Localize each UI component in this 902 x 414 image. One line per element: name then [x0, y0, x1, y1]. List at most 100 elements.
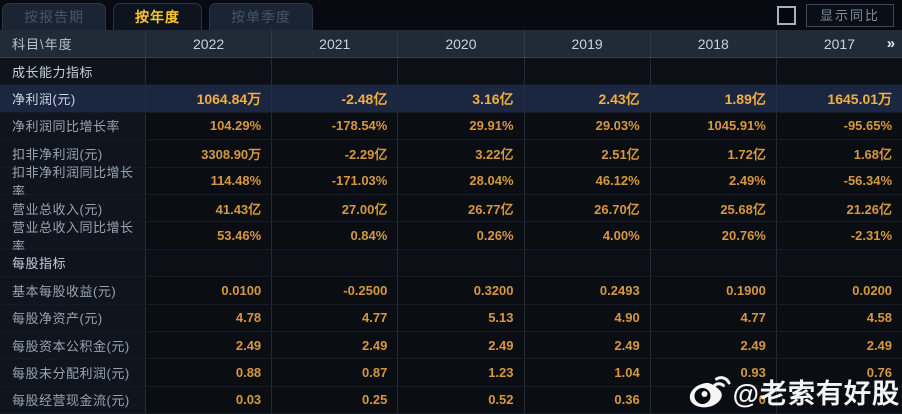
show-yoy-label[interactable]: 显示同比 — [805, 4, 894, 27]
value-2018: 0 — [649, 386, 776, 414]
table-row[interactable]: 每股资本公积金(元) 2.49 2.49 2.49 2.49 2.49 2.49 — [0, 331, 902, 360]
year-label: 2017 — [823, 35, 856, 52]
value-2017: 0.76 — [775, 359, 902, 386]
section-header-row: 每股指标 — [0, 249, 902, 278]
section-title: 每股指标 — [0, 249, 145, 277]
year-label: 2022 — [193, 35, 225, 52]
value-2020: 3.22亿 — [397, 140, 524, 167]
financial-table: 科目\年度 2022 2021 2020 2019 2018 2017 » 成长能力指标 净利润… — [0, 30, 902, 414]
value-2018: 1.89亿 — [649, 85, 776, 112]
value-2019: 26.70亿 — [523, 194, 650, 222]
value-2019: 0.2493 — [523, 277, 650, 304]
value-2017: 0.0200 — [775, 277, 902, 304]
value-2022: 2.49 — [145, 331, 272, 359]
value-2021: -2.48亿 — [271, 85, 398, 112]
empty-cell — [649, 58, 776, 85]
row-label: 营业总收入(元) — [0, 194, 145, 222]
empty-cell — [397, 58, 524, 85]
value-2019: 46.12% — [523, 167, 650, 194]
empty-cell — [271, 58, 398, 85]
value-2022: 0.88 — [145, 359, 272, 386]
row-label: 基本每股收益(元) — [0, 277, 145, 304]
value-2020: 3.16亿 — [397, 85, 524, 112]
empty-cell — [775, 249, 902, 277]
year-header-2021[interactable]: 2021 — [271, 30, 397, 57]
value-2019: 4.00% — [523, 222, 650, 249]
table-row[interactable]: 营业总收入(元) 41.43亿 27.00亿 26.77亿 26.70亿 25.68亿 21… — [0, 194, 902, 223]
value-2020: 2.49 — [397, 331, 524, 359]
value-2017: -95.65% — [775, 112, 902, 140]
year-header-2020[interactable]: 2020 — [397, 30, 523, 57]
value-2017: -2.31% — [775, 222, 902, 249]
value-2018: 1.72亿 — [649, 140, 776, 167]
value-2022: 41.43亿 — [145, 194, 272, 222]
value-2021: -0.2500 — [271, 277, 398, 304]
value-2019: 2.49 — [523, 331, 650, 359]
table-row[interactable]: 净利润(元) 1064.84万 -2.48亿 3.16亿 2.43亿 1.89亿 1645.… — [0, 85, 902, 113]
value-2019: 2.51亿 — [523, 140, 650, 167]
year-label: 2018 — [697, 35, 729, 52]
table-row[interactable]: 基本每股收益(元) 0.0100 -0.2500 0.3200 0.2493 0.1900… — [0, 277, 902, 305]
value-2021: 2.49 — [271, 331, 398, 359]
year-label: 2020 — [445, 35, 477, 52]
section-title: 成长能力指标 — [0, 58, 145, 85]
more-years-icon[interactable]: » — [886, 35, 896, 52]
row-label: 每股资本公积金(元) — [0, 331, 145, 359]
value-2017 — [775, 386, 902, 414]
table-row[interactable]: 净利润同比增长率 104.29% -178.54% 29.91% 29.03% 1045.… — [0, 112, 902, 141]
value-2018: 20.76% — [649, 222, 776, 249]
year-header-2019[interactable]: 2019 — [523, 30, 650, 57]
value-2022: 104.29% — [145, 112, 272, 140]
year-header-2017[interactable]: 2017 » — [775, 30, 902, 57]
empty-cell — [775, 58, 902, 85]
value-2017: 2.49 — [775, 331, 902, 359]
value-2020: 5.13 — [397, 304, 524, 331]
table-row[interactable]: 每股未分配利润(元) 0.88 0.87 1.23 1.04 0.93 0.76 — [0, 359, 902, 387]
value-2021: -2.29亿 — [271, 140, 398, 167]
value-2021: 0.84% — [271, 222, 398, 249]
value-2019: 2.43亿 — [523, 85, 650, 112]
empty-cell — [397, 249, 524, 277]
value-2019: 1.04 — [523, 359, 650, 386]
empty-cell — [145, 58, 272, 85]
row-label: 净利润同比增长率 — [0, 112, 145, 140]
year-label: 2021 — [319, 35, 351, 52]
value-2020: 28.04% — [397, 167, 524, 194]
table-row[interactable]: 营业总收入同比增长率 53.46% 0.84% 0.26% 4.00% 20.76% -2.… — [0, 220, 902, 254]
value-2020: 0.52 — [397, 386, 524, 414]
table-row[interactable]: 扣非净利润(元) 3308.90万 -2.29亿 3.22亿 2.51亿 1.72亿 1.6… — [0, 140, 902, 168]
year-header-2022[interactable]: 2022 — [145, 30, 271, 57]
value-2018: 4.77 — [649, 304, 776, 331]
value-2018: 2.49% — [649, 167, 776, 194]
value-2017: 4.58 — [775, 304, 902, 331]
value-2020: 26.77亿 — [397, 194, 524, 222]
value-2018: 25.68亿 — [649, 194, 776, 222]
value-2021: -178.54% — [271, 112, 398, 140]
value-2020: 0.26% — [397, 222, 524, 249]
row-label: 营业总收入同比增长率 — [0, 220, 145, 254]
row-label: 每股未分配利润(元) — [0, 359, 145, 386]
table-row[interactable]: 扣非净利润同比增长率 114.48% -171.03% 28.04% 46.12% 2.4… — [0, 165, 902, 199]
value-2017: 1.68亿 — [775, 140, 902, 167]
value-2018: 0.93 — [649, 359, 776, 386]
tab-by-quarter[interactable]: 按单季度 — [209, 3, 313, 30]
year-label: 2019 — [571, 35, 603, 52]
value-2022: 53.46% — [145, 222, 272, 249]
tab-by-year[interactable]: 按年度 — [113, 3, 202, 30]
row-label: 扣非净利润(元) — [0, 140, 145, 167]
row-label: 每股净资产(元) — [0, 304, 145, 331]
value-2020: 0.3200 — [397, 277, 524, 304]
value-2022: 0.03 — [145, 386, 272, 414]
year-header-2018[interactable]: 2018 — [649, 30, 776, 57]
value-2022: 1064.84万 — [145, 85, 272, 112]
tab-by-report-period[interactable]: 按报告期 — [2, 3, 106, 30]
show-yoy-checkbox[interactable] — [776, 6, 796, 25]
value-2021: 4.77 — [271, 304, 398, 331]
table-row[interactable]: 每股净资产(元) 4.78 4.77 5.13 4.90 4.77 4.58 — [0, 304, 902, 332]
corner-header: 科目\年度 — [12, 37, 73, 52]
table-row[interactable]: 每股经营现金流(元) 0.03 0.25 0.52 0.36 0 — [0, 386, 902, 414]
table-header-row: 科目\年度 2022 2021 2020 2019 2018 2017 » — [0, 30, 902, 58]
value-2022: 3308.90万 — [145, 140, 272, 167]
value-2017: 1645.01万 — [775, 85, 902, 112]
value-2017: -56.34% — [775, 167, 902, 194]
